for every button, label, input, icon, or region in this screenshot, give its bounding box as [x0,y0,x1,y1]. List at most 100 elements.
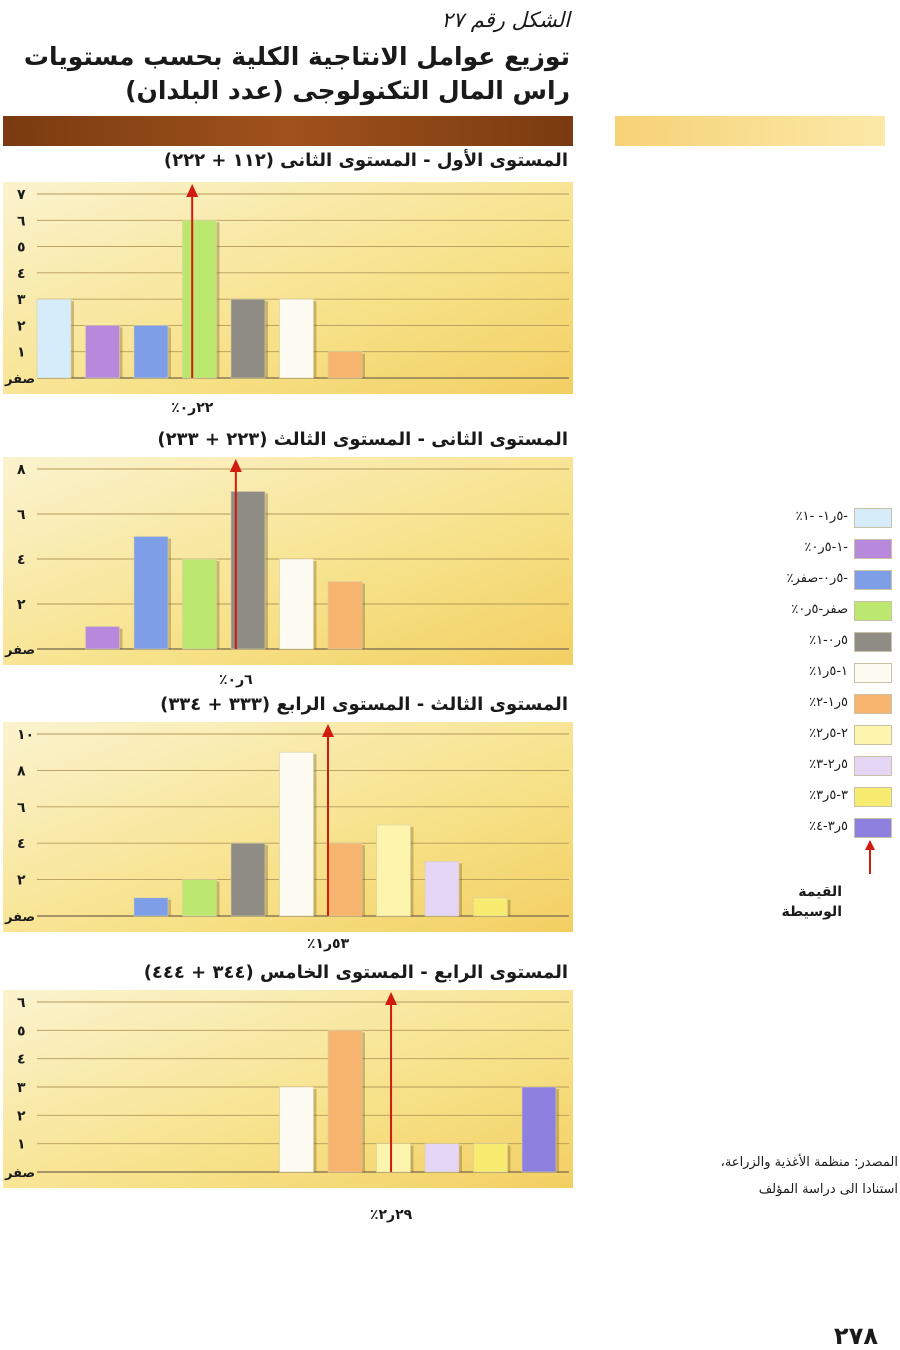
bar [279,1086,314,1173]
y-tick-label: ٨ [17,763,26,779]
bar-chart: صفر ١ ٢ ٣ ٤ ٥ ٦ [3,990,573,1188]
figure-title-line1: توزيع عوامل الانتاجية الكلية بحسب مستويا… [23,42,570,71]
bar [473,897,508,917]
y-tick-label: ١ [17,345,26,361]
header-band-yellow [615,116,885,146]
y-tick-label: ٥ [17,1023,26,1039]
legend-label: ٥ر١-٢٪ [809,695,848,710]
chart-title: المستوى الرابع - المستوى الخامس (٣٤٤ + ٤… [143,962,568,983]
legend-label: ٥ر٢-٣٪ [809,757,848,772]
legend-swatch [854,694,892,714]
median-value-label: ٥٣ر١٪ [306,936,350,952]
legend-label: ٢-٥ر٢٪ [809,726,848,741]
y-tick-label: ٦ [17,995,26,1011]
y-tick-label: ٤ [17,552,26,568]
bar [327,842,363,917]
chart-title: المستوى الثالث - المستوى الرابع (٣٣٣ + ٣… [160,694,568,715]
legend-item: صفر-٥ر٠٪ [752,601,892,621]
y-tick-label: ٨ [17,462,26,478]
bar [230,842,266,917]
bar-chart: صفر ٢ ٤ ٦ ٨ [3,457,573,665]
y-tick-label: ٤ [17,836,26,852]
y-tick-label: ١٠ [17,727,34,743]
bar [85,325,120,379]
legend-item: ٣-٥ر٣٪ [752,787,892,807]
median-arrow-icon [186,184,199,197]
median-value-label: ٦ر٠٪ [218,672,253,688]
y-tick-label: صفر [4,643,35,658]
legend-label: ٣-٥ر٣٪ [809,788,848,803]
source-line1: المصدر: منظمة الأغذية والزراعة، [720,1155,898,1170]
legend-median-label-line2: الوسيطة [781,904,842,920]
figure-label: الشكل رقم ٢٧ [441,8,570,32]
bar-chart: صفر ٢ ٤ ٦ ٨ ١٠ [3,722,573,932]
bar [182,879,217,917]
legend-label: ٥ر٠-١٪ [809,633,848,648]
bar [279,558,314,650]
median-arrow-icon [229,459,242,472]
y-tick-label: ٢ [17,318,26,334]
legend-label: -٥ر٠-صفر٪ [786,571,848,586]
legend-item: -١-٥ر٠٪ [752,539,892,559]
bar [376,824,411,917]
bar [133,536,169,650]
median-value-label: ٢٩ر٢٪ [369,1207,413,1223]
legend-item: -٥ر٠-صفر٪ [752,570,892,590]
legend-swatch [854,756,892,776]
bar [182,219,217,379]
legend-item: -٥ر١- -١٪ [752,508,892,528]
bar [279,751,314,917]
legend-label: ٥ر٣-٤٪ [809,819,848,834]
bar [36,298,72,379]
legend-item: ٥ر٢-٣٪ [752,756,892,776]
bar [230,298,266,379]
median-arrow-icon [322,724,334,737]
y-tick-label: ٦ [17,800,26,816]
legend-swatch [854,663,892,683]
median-value-label: ٢٢ر٠٪ [171,400,214,416]
legend-swatch [854,725,892,745]
bar [327,1030,363,1173]
bar [521,1086,557,1173]
y-tick-label: ٢ [17,873,26,889]
legend-item: ١-٥ر١٪ [752,663,892,683]
bar-chart: صفر ١ ٢ ٣ ٤ ٥ ٦ ٧ [3,182,573,394]
bar [376,1143,411,1173]
legend-median-arrow-icon [865,840,875,874]
legend-swatch [854,818,892,838]
y-tick-label: ٦ [17,213,26,229]
legend-swatch [854,539,892,559]
y-tick-label: ٢ [17,1108,26,1124]
legend-swatch [854,787,892,807]
bar [424,1143,460,1173]
legend-median-label-line1: القيمة [798,884,842,900]
chart-title: المستوى الثانى - المستوى الثالث (٢٢٣ + ٢… [157,429,568,450]
y-tick-label: صفر [4,372,35,387]
y-tick-label: ١ [17,1137,26,1153]
y-tick-label: ٣ [17,292,26,308]
bar [473,1143,508,1173]
y-tick-label: ٦ [17,507,26,523]
median-arrow-icon [385,992,398,1005]
bar [85,626,120,650]
legend-label: ١-٥ر١٪ [809,664,848,679]
bar [327,581,363,650]
y-tick-label: ٤ [17,1052,26,1068]
chart-title: المستوى الأول - المستوى الثانى (١١٢ + ٢٢… [163,150,568,171]
bar [279,298,314,379]
legend-swatch [854,508,892,528]
header-band-brown [3,116,573,146]
legend-item: ٥ر٠-١٪ [752,632,892,652]
y-tick-label: ٢ [17,597,26,613]
legend-item: ٢-٥ر٢٪ [752,725,892,745]
page-number: ٢٧٨ [834,1322,878,1350]
legend-label: -٥ر١- -١٪ [795,509,848,524]
y-tick-label: ٤ [17,266,26,282]
legend-item: ٥ر٣-٤٪ [752,818,892,838]
y-tick-label: صفر [4,910,35,925]
y-tick-label: ٥ [17,240,26,256]
y-tick-label: ٧ [17,187,26,203]
legend-swatch [854,601,892,621]
bar [182,558,217,650]
bar [424,861,460,917]
